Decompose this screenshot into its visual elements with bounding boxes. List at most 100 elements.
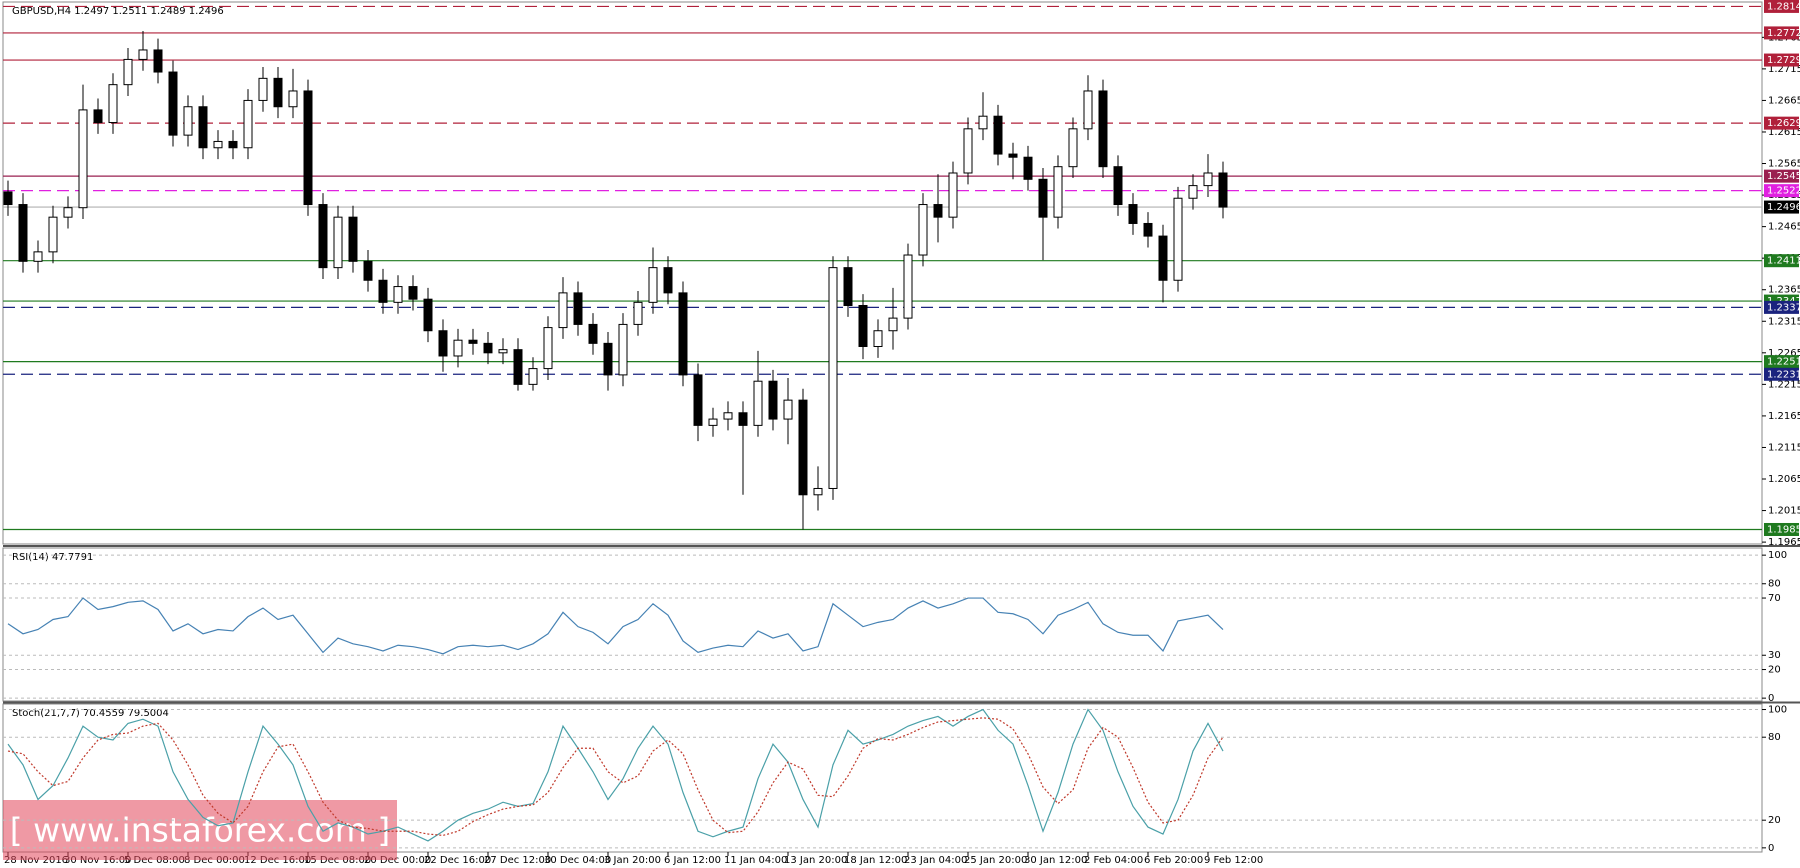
candle-body (108, 84, 118, 124)
candle-body (78, 109, 88, 209)
y-tick-label: 100 (1768, 705, 1787, 716)
watermark: [ www.instaforex.com ] (10, 811, 390, 850)
candle-body (213, 140, 223, 149)
candle-body (1083, 90, 1093, 130)
candle-body (843, 267, 853, 306)
candle-body (1143, 222, 1153, 237)
indicator-line (7, 708, 1224, 842)
candle-body (168, 71, 178, 136)
panel-title: Stoch(21,7,7) 70.4559 79.5004 (12, 708, 169, 719)
level-label: 1.1985 (1767, 524, 1800, 535)
candle-body (633, 301, 643, 325)
y-tick-label: 1.2265 (1768, 348, 1800, 359)
candle-body (798, 399, 808, 496)
y-tick-label: 1.2115 (1768, 442, 1800, 453)
x-tick-label: 15 Dec 08:00 (304, 855, 371, 866)
x-tick-label: 13 Jan 20:00 (784, 855, 847, 866)
x-tick-label: 2 Feb 04:00 (1084, 855, 1143, 866)
candle-body (543, 327, 553, 370)
y-tick-label: 20 (1768, 665, 1781, 676)
x-tick-label: 23 Jan 04:00 (904, 855, 967, 866)
candle-body (498, 349, 508, 354)
y-tick-label: 1.2015 (1768, 506, 1800, 517)
candle-body (1008, 153, 1018, 158)
level-label-box (1764, 53, 1799, 67)
x-tick-label: 30 Dec 04:00 (544, 855, 611, 866)
stoch-panel (2, 703, 1763, 853)
x-tick-label: 22 Dec 16:00 (424, 855, 491, 866)
candle-body (453, 339, 463, 357)
level-label: 1.2814 (1767, 1, 1800, 12)
candle-body (393, 286, 403, 303)
level-label-box (1764, 522, 1799, 536)
candle-body (663, 267, 673, 294)
x-tick-label: 30 Nov 16:00 (64, 855, 131, 866)
candle-body (723, 412, 733, 420)
candle-body (573, 292, 583, 325)
level-label: 1.2411 (1767, 256, 1800, 267)
x-tick-label: 25 Jan 20:00 (964, 855, 1027, 866)
candle-body (138, 49, 148, 60)
candle-body (738, 412, 748, 426)
level-label: 1.2251 (1767, 357, 1800, 368)
y-tick-label: 20 (1768, 815, 1781, 826)
y-tick-label: 1.2065 (1768, 474, 1800, 485)
x-tick-label: 20 Dec 00:00 (364, 855, 431, 866)
level-label: 1.2772 (1767, 28, 1800, 39)
level-label: 1.2545 (1767, 171, 1800, 182)
x-tick-label: 8 Dec 00:00 (184, 855, 245, 866)
candle-body (63, 207, 73, 218)
y-tick-label: 1.2465 (1768, 222, 1800, 233)
indicator-line (7, 717, 1224, 837)
candle-body (513, 349, 523, 385)
candle-body (273, 77, 283, 108)
x-tick-label: 18 Jan 12:00 (844, 855, 907, 866)
level-label-box (1764, 200, 1799, 214)
y-tick-label: 1.2565 (1768, 159, 1800, 170)
y-tick-label: 1.2215 (1768, 379, 1800, 390)
x-tick-label: 6 Jan 12:00 (664, 855, 721, 866)
candle-body (693, 374, 703, 426)
candle-body (873, 330, 883, 348)
candle-body (1218, 172, 1228, 208)
candle-body (753, 380, 763, 426)
candle-body (3, 191, 13, 206)
level-label: 1.2629 (1767, 118, 1800, 129)
candle-body (258, 77, 268, 101)
level-label-box (1764, 254, 1799, 268)
candle-body (1038, 178, 1048, 218)
panel-title: RSI(14) 47.7791 (12, 552, 93, 563)
candle-body (963, 128, 973, 174)
x-tick-label: 6 Feb 20:00 (1144, 855, 1203, 866)
main-panel (2, 1, 1763, 545)
candle-body (198, 106, 208, 149)
candle-body (123, 58, 133, 86)
candle-body (603, 342, 613, 376)
x-tick-label: 5 Dec 08:00 (124, 855, 185, 866)
candle-body (708, 418, 718, 426)
candle-body (918, 204, 928, 256)
level-label-box (1764, 367, 1799, 381)
candle-body (318, 204, 328, 269)
candle-body (948, 172, 958, 218)
level-label: 1.2496 (1767, 202, 1800, 213)
candle-body (648, 267, 658, 303)
candle-body (1158, 235, 1168, 281)
x-tick-label: 9 Feb 12:00 (1204, 855, 1263, 866)
panel-title: GBPUSD,H4 1.2497 1.2511 1.2489 1.2496 (12, 6, 224, 17)
candle-body (1188, 185, 1198, 199)
level-label: 1.2337 (1767, 302, 1800, 313)
level-label-box (1764, 184, 1799, 198)
x-tick-label: 30 Jan 12:00 (1024, 855, 1087, 866)
candle-body (1098, 90, 1108, 168)
rsi-panel (2, 547, 1763, 702)
candle-body (483, 342, 493, 354)
candle-body (588, 323, 598, 344)
candle-body (1053, 166, 1063, 218)
y-tick-label: 100 (1768, 550, 1787, 561)
candle-body (423, 298, 433, 332)
y-tick-label: 0 (1768, 843, 1774, 854)
candle-body (618, 323, 628, 376)
